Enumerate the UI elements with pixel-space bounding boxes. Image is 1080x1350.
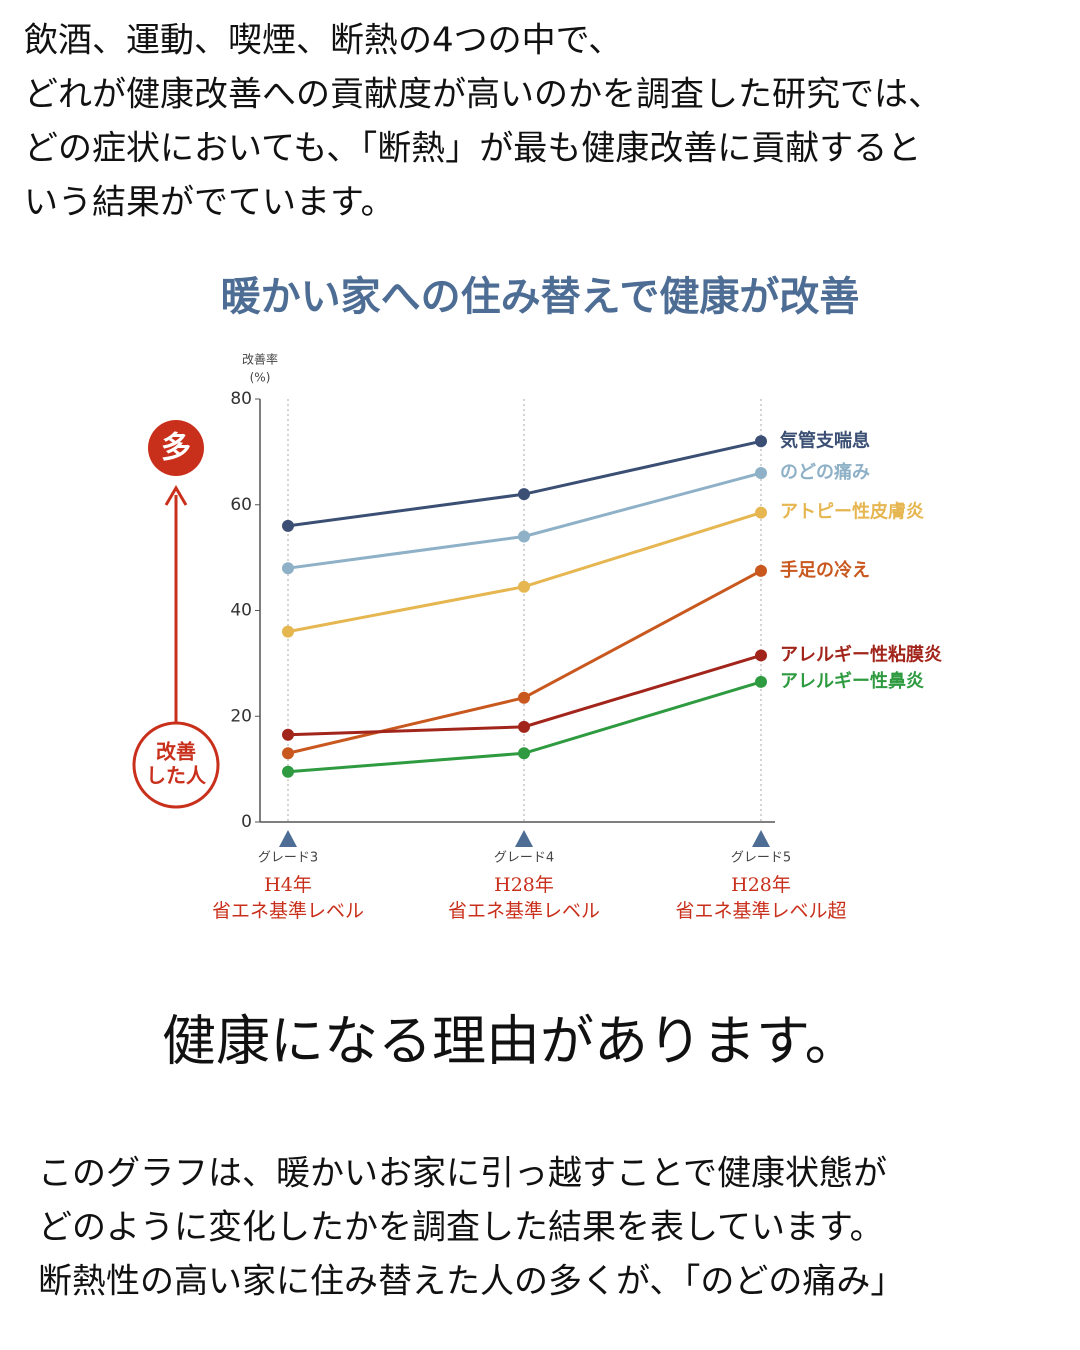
point	[518, 747, 530, 760]
x-sublabel: H4年	[264, 874, 312, 896]
x-tick-label: グレード3	[258, 851, 318, 866]
annotation: 多	[161, 431, 191, 466]
annotation-circle	[132, 721, 220, 809]
point	[518, 691, 530, 704]
point	[282, 625, 294, 638]
body-line: どのように変化したかを調査した結果を表しています。	[38, 1208, 884, 1248]
category-marker	[279, 830, 297, 847]
point	[755, 435, 767, 448]
annotation: した人	[146, 764, 207, 788]
series-label: 気管支喘息	[780, 429, 870, 451]
y-axis-label: 改善率	[242, 352, 278, 367]
chart-title: 暖かい家への住み替えで健康が改善	[221, 273, 860, 320]
point	[755, 675, 767, 688]
category-marker	[752, 830, 770, 847]
annotation-badge	[148, 420, 204, 476]
y-tick-label: 0	[241, 812, 252, 832]
y-tick-label: 60	[230, 495, 252, 515]
point	[282, 519, 294, 532]
y-axis-label: (%)	[250, 371, 271, 385]
point	[282, 562, 294, 575]
series-line	[287, 439, 762, 528]
body-line: 断熱性の高い家に住み替えた人の多くが、「のどの痛み」	[38, 1262, 904, 1302]
intro-line: どれが健康改善への貢献度が高いのかを調査した研究では、	[24, 75, 942, 115]
series-label: アレルギー性粘膜炎	[780, 643, 942, 665]
point	[755, 564, 767, 577]
series-label: のどの痛み	[780, 461, 870, 483]
body-line: このグラフは、暖かいお家に引っ越すことで健康状態が	[38, 1154, 887, 1194]
point	[282, 728, 294, 741]
x-sublabel: 省エネ基準レベル	[448, 900, 600, 922]
series-label: 手足の冷え	[780, 559, 870, 581]
point	[755, 467, 767, 480]
point	[755, 506, 767, 519]
category-marker	[515, 830, 533, 847]
series-label: アトピー性皮膚炎	[780, 501, 924, 523]
point	[755, 649, 767, 662]
point	[518, 580, 530, 593]
point	[282, 747, 294, 760]
x-sublabel: 省エネ基準レベル超	[675, 900, 846, 922]
intro-line: いう結果がでています。	[24, 183, 395, 223]
point	[518, 720, 530, 733]
y-tick-label: 20	[230, 706, 252, 726]
annotation: 改善	[156, 740, 196, 764]
intro-line: 飲酒、運動、喫煙、断熱の4つの中で、	[24, 21, 622, 61]
point	[518, 530, 530, 543]
point	[518, 488, 530, 501]
x-tick-label: グレード4	[494, 851, 554, 866]
series-label: アレルギー性鼻炎	[780, 670, 924, 692]
arrow-head	[164, 485, 188, 506]
y-tick-label: 40	[230, 601, 252, 621]
x-sublabel: 省エネ基準レベル	[212, 900, 364, 922]
intro-line: どの症状においても、「断熱」が最も健康改善に貢献すると	[24, 129, 921, 169]
point	[282, 765, 294, 778]
heading: 健康になる理由があります。	[162, 1010, 859, 1073]
y-tick-label: 80	[230, 389, 252, 409]
x-sublabel: H28年	[731, 874, 791, 896]
x-tick-label: グレード5	[731, 851, 791, 866]
x-sublabel: H28年	[494, 874, 554, 896]
